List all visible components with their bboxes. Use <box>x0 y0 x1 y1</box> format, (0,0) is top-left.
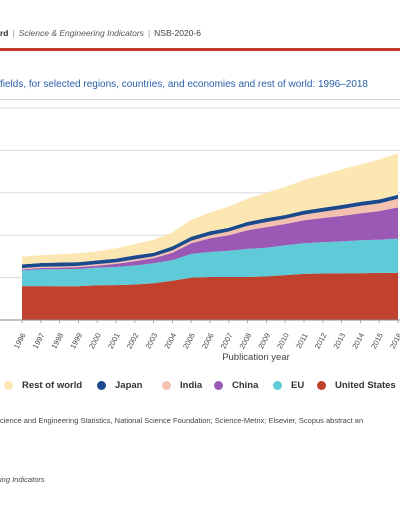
x-tick-label: 2014 <box>350 331 366 350</box>
area-china <box>22 207 398 271</box>
chart-legend: Rest of world Japan India China EU United Sta… <box>0 380 400 396</box>
report-header: rd | Science & Engineering Indicators | NSB-… <box>0 0 400 48</box>
x-tick-label: 2010 <box>275 331 291 350</box>
legend-label: United States <box>335 380 396 391</box>
legend-label: Rest of world <box>22 380 83 391</box>
separator: | <box>12 28 15 38</box>
x-tick-label: 2001 <box>106 331 122 350</box>
stacked-area-chart: 1996 1997 1998 1999 2000 2001 2002 2003 2004 2005… <box>0 107 400 350</box>
legend-label: EU <box>291 380 305 391</box>
area-india <box>22 198 398 270</box>
x-tick-label: 2007 <box>219 331 235 350</box>
source-note: cience and Engineering Statistics, Natio… <box>0 416 364 425</box>
legend-label: India <box>180 380 203 391</box>
separator: | <box>147 28 151 38</box>
area-eu <box>22 238 398 287</box>
title-divider <box>0 99 400 100</box>
legend-swatch <box>214 381 223 390</box>
area-united-states <box>22 272 398 320</box>
legend-label: China <box>232 380 259 391</box>
area-japan <box>22 194 398 269</box>
x-tick-label: 2006 <box>200 331 216 350</box>
legend-item-india: India <box>162 380 202 391</box>
footer-citation: ing Indicators <box>0 475 45 484</box>
legend-label: Japan <box>115 380 143 391</box>
x-tick-label: 2004 <box>162 331 178 350</box>
x-tick-label: 2016 <box>388 331 400 350</box>
brand-name: rd <box>0 28 9 38</box>
x-tick-label: 2015 <box>369 331 385 350</box>
accent-rule <box>0 48 400 51</box>
x-tick-label: 2012 <box>313 331 329 350</box>
x-tick-label: 1996 <box>12 331 28 350</box>
area-rest-of-world <box>22 153 398 265</box>
x-tick-label: 2003 <box>144 331 160 350</box>
x-tick-label: 1997 <box>31 331 47 350</box>
publication-name: Science & Engineering Indicators <box>18 28 144 38</box>
legend-swatch <box>317 381 326 390</box>
legend-item-rest-of-world: Rest of world <box>4 380 82 391</box>
legend-item-japan: Japan <box>97 380 142 391</box>
x-tick-label: 2002 <box>125 331 141 350</box>
x-tick-label: 2011 <box>294 332 310 350</box>
x-tick-label: 2000 <box>87 331 103 350</box>
x-tick-label: 1998 <box>50 331 66 350</box>
x-axis-title: Publication year <box>222 352 290 363</box>
legend-item-united-states: United States <box>317 380 396 391</box>
legend-item-eu: EU <box>273 380 304 391</box>
chart-title: fields, for selected regions, countries,… <box>0 79 368 90</box>
legend-item-china: China <box>214 380 258 391</box>
report-brand: rd | Science & Engineering Indicators | NSB-… <box>0 28 201 38</box>
legend-swatch <box>273 381 282 390</box>
x-tick-label: 2009 <box>256 331 272 350</box>
x-tick-label: 2013 <box>332 331 348 350</box>
legend-swatch <box>162 381 171 390</box>
x-tick-label: 2005 <box>181 331 197 350</box>
legend-swatch <box>4 381 13 390</box>
report-id: NSB-2020-6 <box>154 28 201 38</box>
x-tick-label: 2008 <box>238 331 254 350</box>
legend-swatch <box>97 381 106 390</box>
x-tick-label: 1999 <box>68 331 84 350</box>
